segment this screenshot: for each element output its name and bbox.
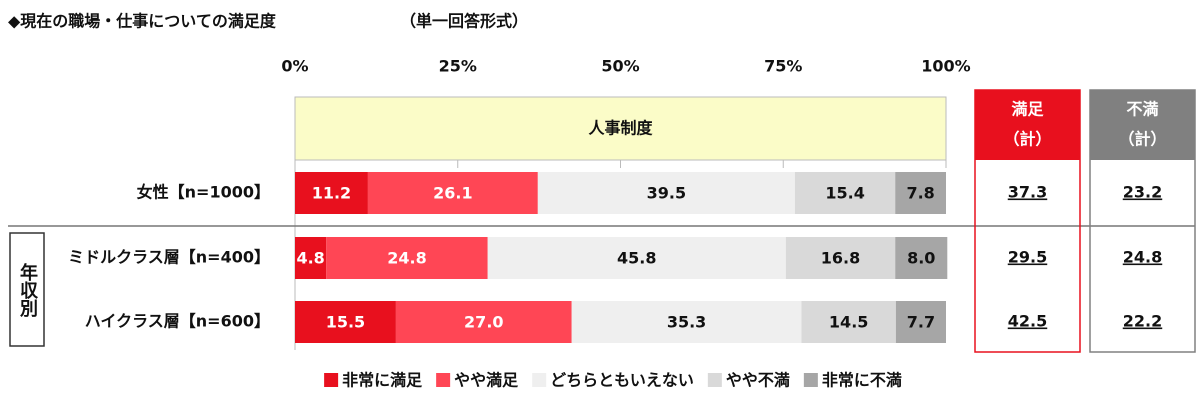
total-header [1090, 90, 1195, 160]
bar-value-label: 4.8 [296, 249, 324, 268]
bar-value-label: 8.0 [907, 249, 935, 268]
total-header-label: （計） [1118, 130, 1166, 149]
bar-value-label: 15.4 [825, 184, 864, 203]
bar-segment [295, 237, 327, 279]
bar-value-label: 24.8 [387, 249, 426, 268]
total-value: 23.2 [1123, 183, 1162, 202]
bar-value-label: 11.2 [312, 184, 351, 203]
group-label: 年収別 [17, 262, 38, 318]
category-label: 女性【n=1000】 [137, 183, 270, 202]
x-tick-label: 0% [281, 57, 308, 76]
header-band [294, 96, 947, 161]
bar-segment [295, 301, 396, 343]
bar-segment [367, 172, 538, 214]
total-value: 42.5 [1008, 312, 1047, 331]
header-label: 人事制度 [588, 119, 653, 138]
bar-value-label: 16.8 [821, 249, 860, 268]
category-label: ハイクラス層【n=600】 [85, 312, 270, 331]
legend-label: 非常に不満 [822, 371, 902, 390]
bar-segment [295, 172, 368, 214]
legend-swatch [436, 373, 451, 387]
legend-swatch [707, 373, 722, 387]
bar-value-label: 27.0 [464, 313, 503, 332]
bar-value-label: 15.5 [326, 313, 365, 332]
total-value: 29.5 [1008, 248, 1047, 267]
bar-segment [487, 237, 786, 279]
x-tick-label: 25% [439, 57, 477, 76]
x-tick-label: 50% [601, 57, 639, 76]
chart-title: ◆現在の職場・仕事についての満足度 [8, 12, 277, 31]
bar-segment [326, 237, 488, 279]
legend-label: どちらともいえない [550, 371, 694, 390]
total-header-label: （計） [1003, 130, 1051, 149]
bar-value-label: 35.3 [667, 313, 706, 332]
bar-value-label: 14.5 [829, 313, 868, 332]
bar-value-label: 7.7 [907, 313, 935, 332]
group-box [9, 232, 45, 347]
total-value: 24.8 [1123, 248, 1162, 267]
bar-segment [794, 172, 896, 214]
bar-segment [895, 301, 946, 343]
x-tick-label: 100% [921, 57, 970, 76]
category-label: ミドルクラス層【n=400】 [68, 248, 270, 267]
legend-swatch [803, 373, 818, 387]
bar-segment [395, 301, 572, 343]
legend-swatch [324, 373, 339, 387]
bar-segment [537, 172, 795, 214]
legend-swatch [532, 373, 547, 387]
bar-segment [785, 237, 896, 279]
x-tick-label: 75% [764, 57, 802, 76]
total-header-label: 不満 [1126, 100, 1158, 119]
bar-segment [895, 237, 948, 279]
total-value: 37.3 [1008, 183, 1047, 202]
total-header [975, 90, 1080, 160]
bar-value-label: 39.5 [647, 184, 686, 203]
total-value: 22.2 [1123, 312, 1162, 331]
bar-value-label: 7.8 [906, 184, 934, 203]
bar-segment [571, 301, 802, 343]
bar-segment [801, 301, 896, 343]
bar-value-label: 45.8 [617, 249, 656, 268]
chart-subtitle: （単一回答形式） [400, 12, 528, 31]
legend-label: やや不満 [726, 371, 790, 390]
total-header-label: 満足 [1011, 100, 1044, 119]
bar-segment [895, 172, 946, 214]
legend-label: やや満足 [454, 371, 519, 390]
bar-value-label: 26.1 [433, 184, 472, 203]
legend-label: 非常に満足 [342, 371, 423, 390]
